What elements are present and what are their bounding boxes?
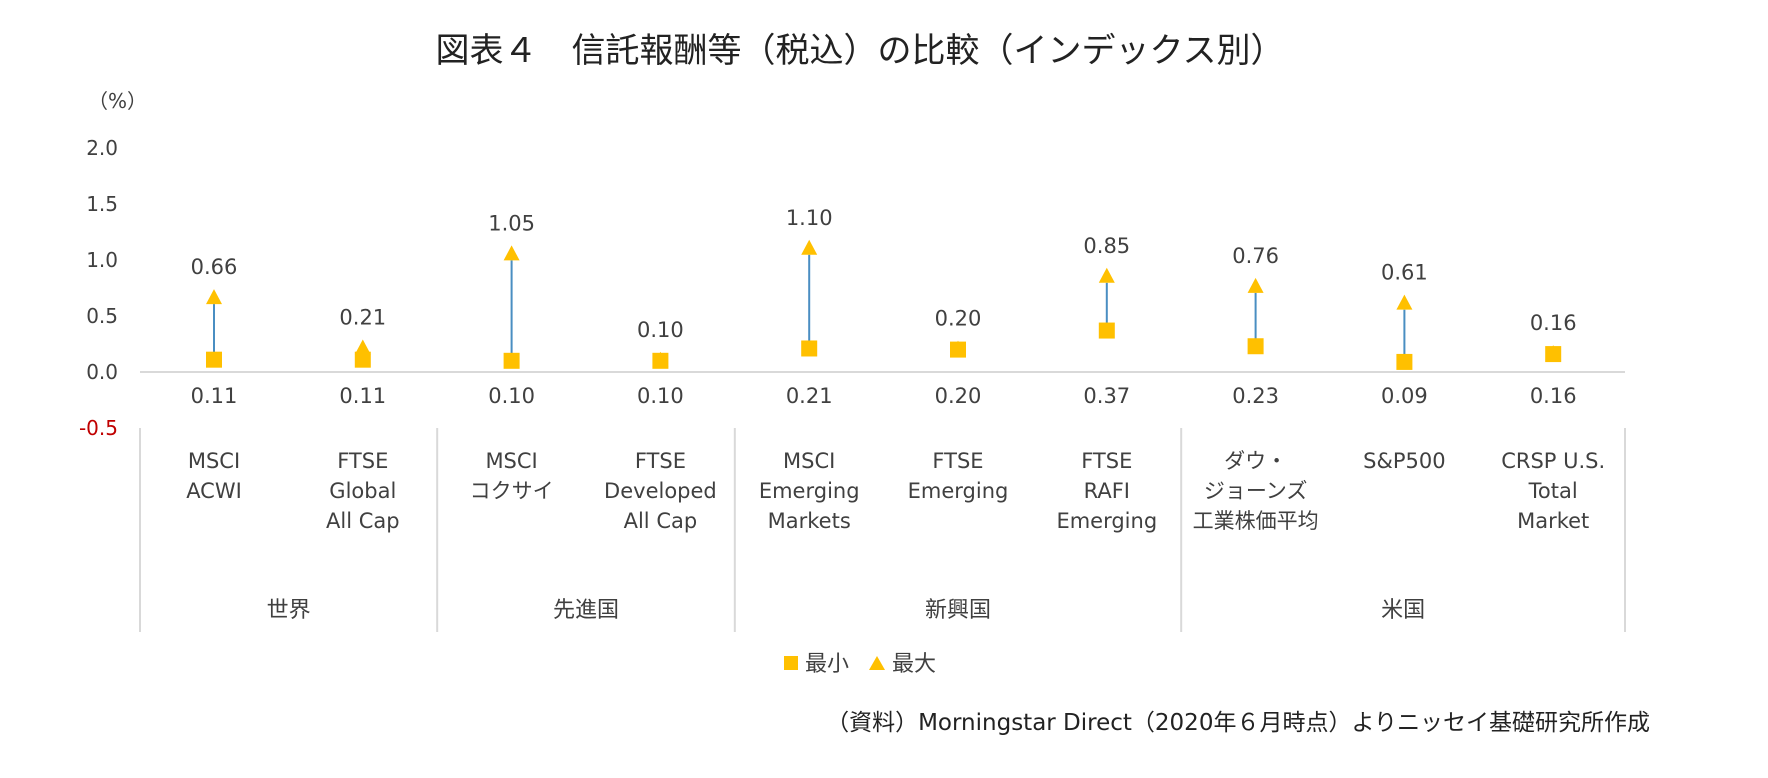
- max-data-label: 0.10: [637, 318, 684, 342]
- min-data-label: 0.11: [191, 384, 238, 408]
- y-tick-label: 1.5: [86, 192, 118, 216]
- category-label: RAFI: [1084, 479, 1130, 503]
- category-label: Developed: [604, 479, 717, 503]
- category-label: 工業株価平均: [1193, 509, 1319, 533]
- min-data-label: 0.10: [637, 384, 684, 408]
- min-data-label: 0.20: [935, 384, 982, 408]
- y-tick-label: 1.0: [86, 248, 118, 272]
- legend-min-label: 最小: [805, 652, 849, 677]
- max-marker: [950, 340, 966, 356]
- max-marker: [1247, 277, 1264, 293]
- min-marker: [1396, 353, 1413, 370]
- category-label: コクサイ: [470, 479, 554, 503]
- category-label: ジョーンズ: [1204, 479, 1308, 503]
- max-data-label: 0.66: [191, 255, 238, 279]
- y-unit-label: （%）: [88, 89, 147, 113]
- category-label: FTSE: [635, 449, 686, 473]
- category-axis: MSCI ACWI FTSE Global All Cap MSCI コクサイ FTSE Dev…: [139, 428, 1626, 632]
- max-data-label: 1.10: [786, 206, 833, 230]
- y-tick-label: -0.5: [79, 416, 118, 440]
- category-label: All Cap: [624, 509, 698, 533]
- max-data-label: 0.61: [1381, 261, 1428, 285]
- category-label: Emerging: [1056, 509, 1157, 533]
- min-marker: [503, 352, 520, 369]
- min-data-label: 0.37: [1083, 384, 1130, 408]
- category-label: Markets: [768, 509, 851, 533]
- min-data-label: 0.11: [339, 384, 386, 408]
- category-label: ACWI: [186, 479, 242, 503]
- max-marker: [801, 239, 818, 255]
- legend-min-marker: [784, 656, 798, 670]
- category-label: Total: [1528, 479, 1578, 503]
- min-marker: [1098, 322, 1115, 339]
- category-label: S&P500: [1363, 449, 1445, 473]
- max-marker: [1545, 345, 1562, 361]
- min-data-label: 0.09: [1381, 384, 1428, 408]
- category-label: Emerging: [908, 479, 1009, 503]
- max-marker: [354, 339, 371, 355]
- max-marker: [503, 245, 520, 261]
- category-label: MSCI: [485, 449, 537, 473]
- source-note: （資料）Morningstar Direct（2020年６月時点）よりニッセイ基…: [826, 710, 1650, 736]
- max-marker: [652, 351, 669, 367]
- max-data-label: 0.16: [1530, 311, 1577, 335]
- y-tick-label: 2.0: [86, 136, 118, 160]
- category-label: Emerging: [759, 479, 860, 503]
- legend: 最小 最大: [784, 652, 936, 677]
- data-markers: [206, 239, 1562, 370]
- category-label: ダウ・: [1224, 449, 1287, 473]
- min-data-label: 0.23: [1232, 384, 1279, 408]
- max-data-label: 0.76: [1232, 244, 1279, 268]
- y-tick-label: 0.0: [86, 360, 118, 384]
- category-label: MSCI: [188, 449, 240, 473]
- chart-title: 図表４ 信託報酬等（税込）の比較（インデックス別）: [436, 31, 1285, 71]
- min-data-label: 0.16: [1530, 384, 1577, 408]
- max-data-label: 0.21: [339, 305, 386, 329]
- max-data-label: 0.20: [935, 307, 982, 331]
- group-label: 米国: [1381, 598, 1425, 623]
- min-data-label: 0.10: [488, 384, 535, 408]
- max-data-label: 1.05: [488, 211, 535, 235]
- y-axis-ticks: 2.0 1.5 1.0 0.5 0.0 -0.5: [79, 136, 118, 440]
- category-label: FTSE: [1081, 449, 1132, 473]
- max-data-label: 0.85: [1083, 234, 1130, 258]
- min-marker: [206, 351, 222, 368]
- max-marker: [1098, 267, 1115, 283]
- group-label: 新興国: [925, 598, 991, 623]
- min-data-label: 0.21: [786, 384, 833, 408]
- min-marker: [354, 351, 371, 368]
- group-label: 世界: [267, 598, 311, 623]
- max-marker: [1396, 294, 1413, 310]
- data-labels: 0.66 0.11 0.21 0.11 1.05 0.10 0.10 0.10 1.10 0.21…: [191, 206, 1577, 408]
- category-label: MSCI: [783, 449, 835, 473]
- min-marker: [1247, 338, 1264, 355]
- category-label: All Cap: [326, 509, 400, 533]
- category-label: CRSP U.S.: [1501, 449, 1605, 473]
- category-label: Global: [329, 479, 396, 503]
- max-marker: [206, 289, 222, 305]
- min-marker: [801, 340, 818, 357]
- group-label: 先進国: [553, 598, 619, 623]
- legend-max-label: 最大: [892, 652, 936, 677]
- y-tick-label: 0.5: [86, 304, 118, 328]
- category-label: Market: [1517, 509, 1589, 533]
- category-label: FTSE: [932, 449, 983, 473]
- legend-max-marker: [869, 656, 885, 670]
- category-label: FTSE: [337, 449, 388, 473]
